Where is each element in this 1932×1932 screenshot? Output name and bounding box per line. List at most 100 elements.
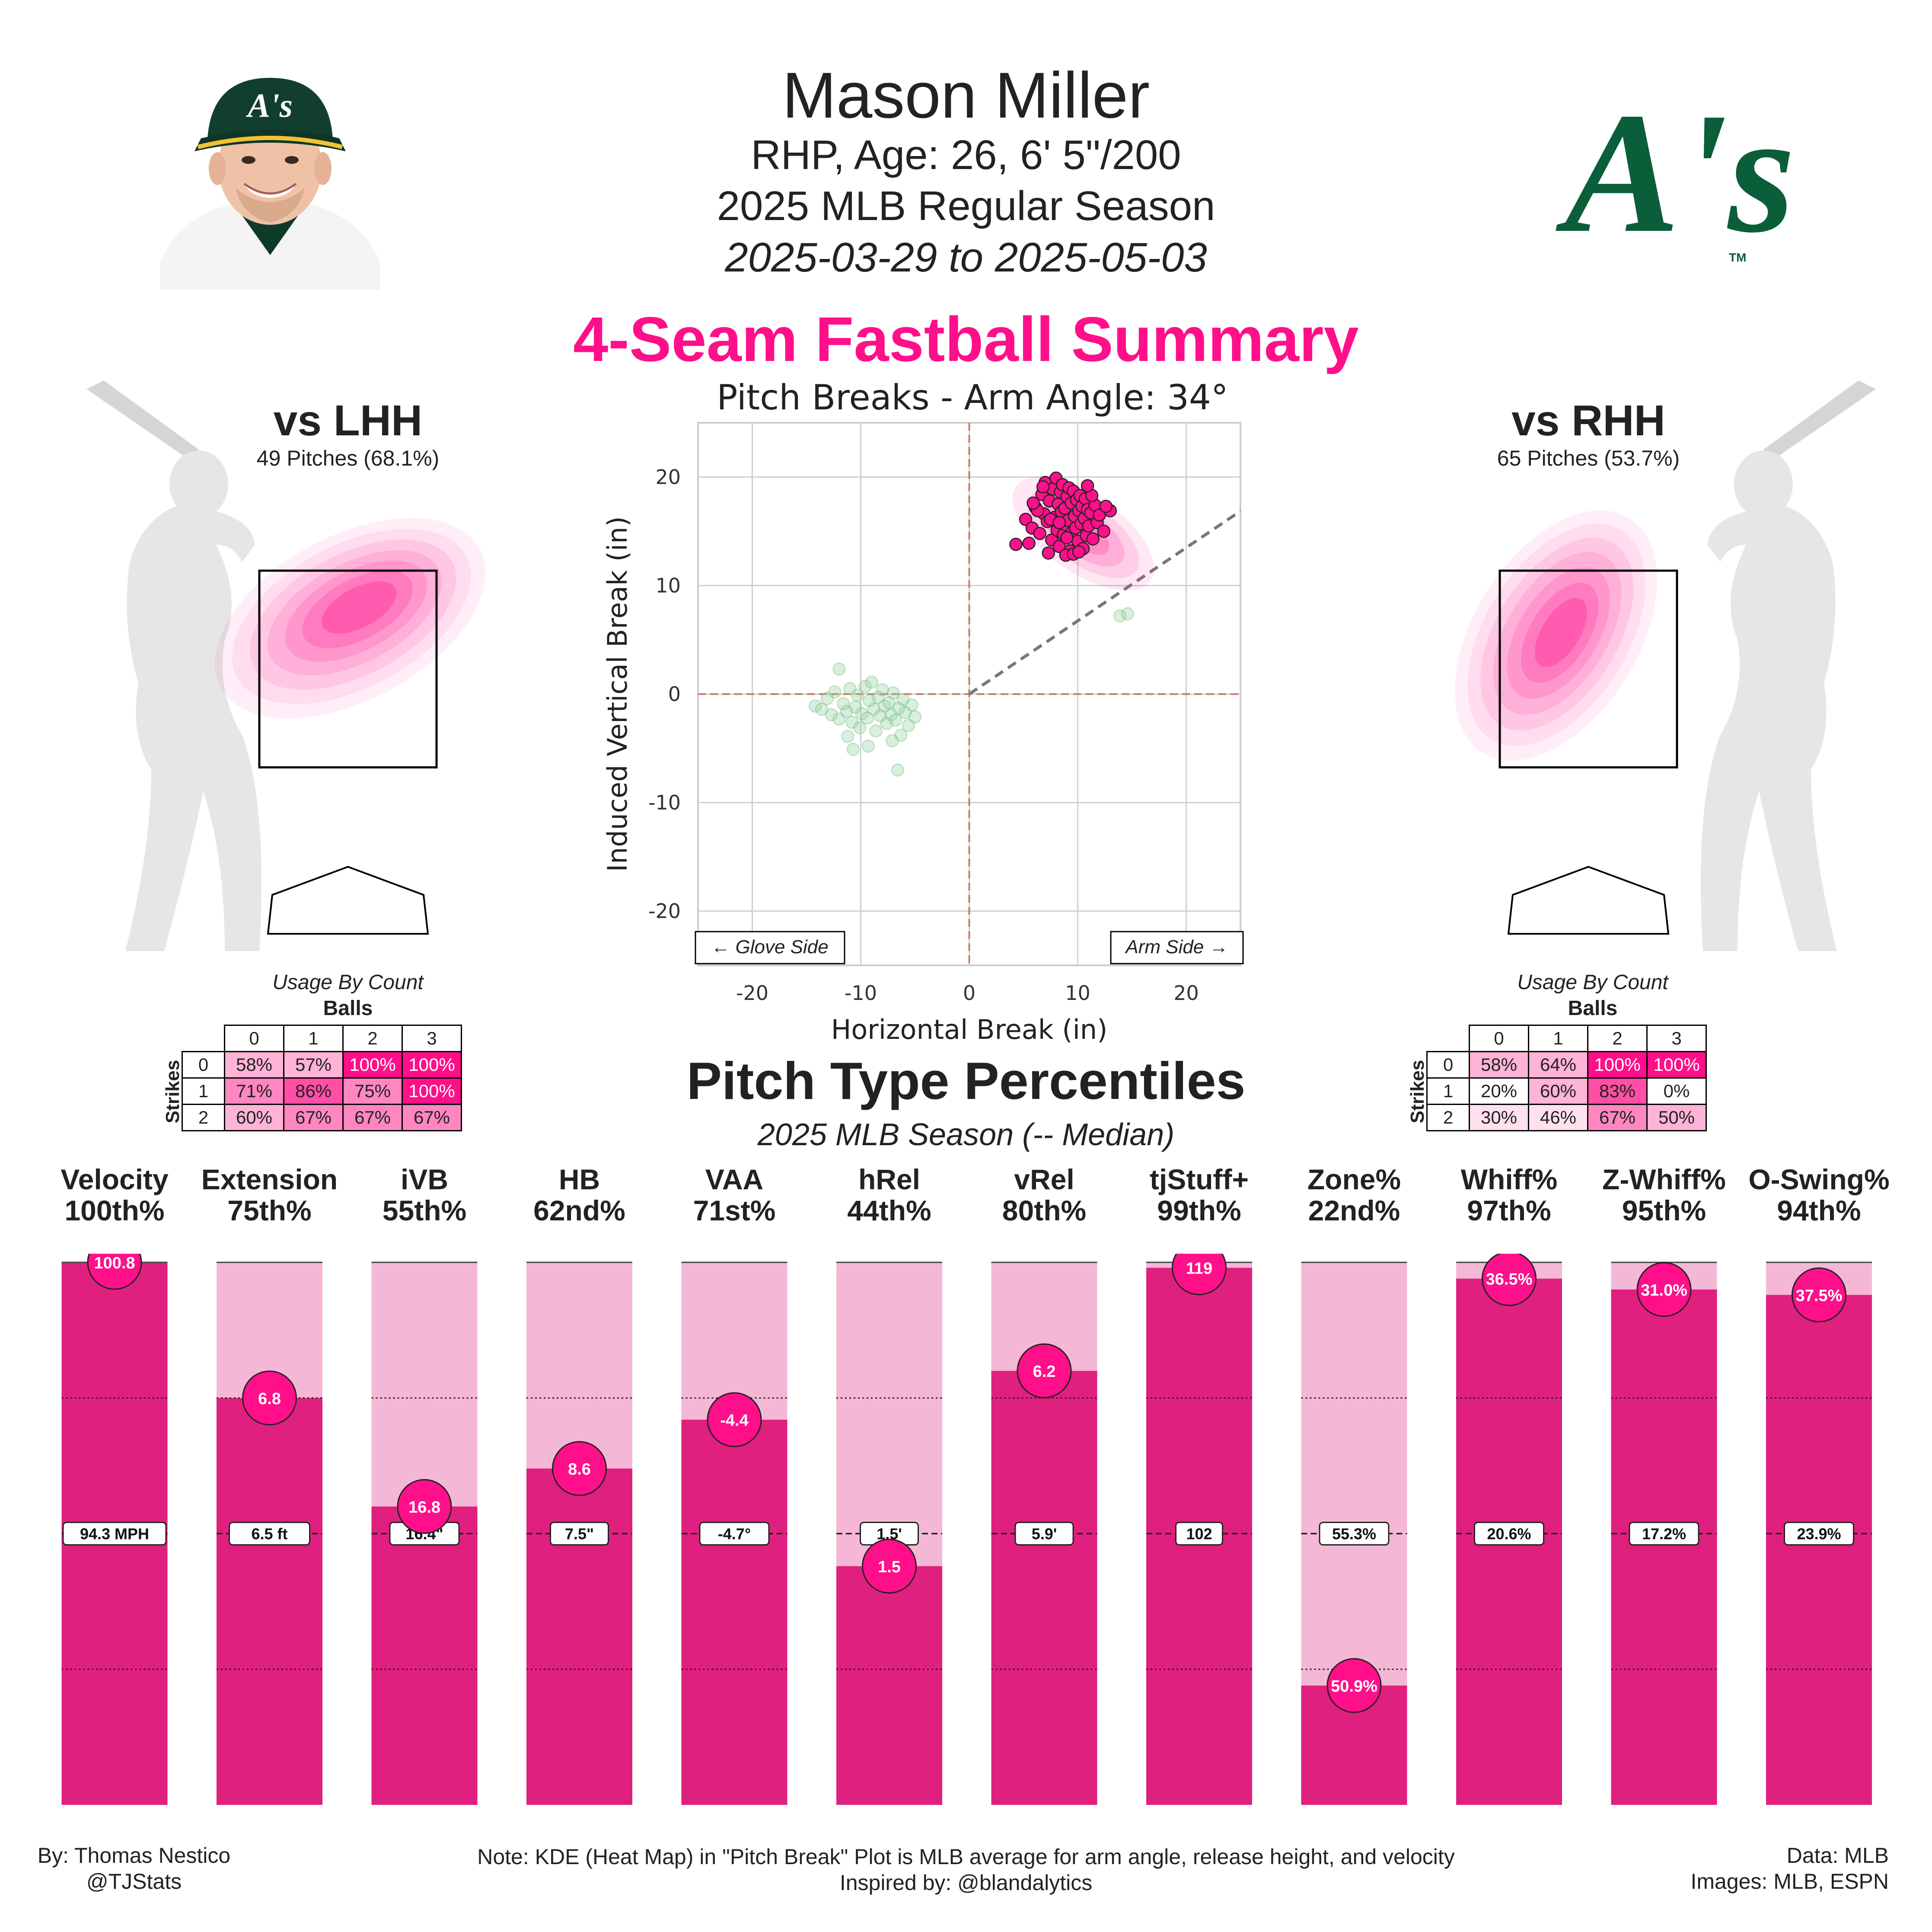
usage-cell: 100% (402, 1051, 462, 1079)
rhh-balls-label: Balls (1568, 997, 1618, 1020)
mlb-avg-point (861, 711, 874, 725)
rhh-pitch-count: 65 Pitches (53.7%) (1497, 446, 1680, 470)
y-tick-label: -10 (648, 791, 681, 814)
pitcher-value-marker: 31.0% (1636, 1262, 1692, 1317)
fastball-point (1052, 516, 1066, 530)
usage-cell: 67% (1587, 1104, 1648, 1131)
x-tick-label: -10 (845, 981, 877, 1005)
x-axis-label: Horizontal Break (in) (831, 1014, 1108, 1045)
arm-side-label: Arm Side → (1110, 931, 1244, 964)
rhh-usage-table: 0 1 2 3 0 58% 64% 100% 100% 1 20% 60% 83% 0% 2 30% 46% 67… (1426, 1025, 1707, 1131)
svg-text:7.5": 7.5" (565, 1525, 594, 1543)
rhh-home-plate (1507, 865, 1670, 935)
pitcher-value-marker: 50.9% (1326, 1658, 1382, 1713)
metric-percentile: 44th% (847, 1194, 931, 1226)
metric-name: iVB (400, 1163, 449, 1195)
pitcher-value-marker: 16.8 (397, 1479, 452, 1534)
mlb-avg-point (828, 685, 842, 699)
svg-text:-4.4: -4.4 (720, 1411, 748, 1430)
lhh-title: vs LHH (273, 396, 423, 445)
usage-cell: 100% (342, 1051, 403, 1079)
mlb-avg-point (886, 734, 899, 747)
mlb-avg-point (853, 721, 866, 734)
mlb-avg-point (1113, 609, 1127, 623)
svg-text:-4.7°: -4.7° (718, 1525, 751, 1543)
svg-text:1.5: 1.5 (878, 1558, 901, 1576)
mlb-avg-point (891, 763, 904, 777)
fastball-point (1022, 536, 1036, 550)
mlb-avg-point (825, 708, 838, 722)
lhh-batter-silhouette (86, 380, 261, 951)
mlb-avg-point (865, 675, 878, 689)
metric-name: Velocity (61, 1163, 169, 1195)
mlb-avg-point (886, 686, 900, 699)
usage-cell: 86% (283, 1077, 344, 1105)
rhh-batter-silhouette (1701, 380, 1876, 951)
svg-text:5.9': 5.9' (1032, 1525, 1057, 1543)
mlb-avg-point (846, 743, 860, 756)
usage-cell: 30% (1469, 1104, 1529, 1131)
metric-percentile: 100th% (64, 1194, 165, 1226)
mlb-avg-point (832, 712, 846, 726)
svg-text:20.6%: 20.6% (1487, 1525, 1531, 1543)
mlb-avg-point (845, 715, 859, 729)
mlb-avg-point (855, 707, 869, 720)
percentile-bar (371, 1506, 478, 1805)
pitcher-value-marker: 36.5% (1482, 1254, 1537, 1306)
usage-cell: 50% (1646, 1104, 1707, 1131)
rhh-strike-zone (1498, 569, 1678, 769)
mlb-avg-point (892, 702, 905, 715)
y-tick-label: 20 (655, 466, 681, 489)
ball-col-header: 2 (1587, 1025, 1648, 1052)
fastball-point (1072, 545, 1086, 559)
mlb-avg-point (848, 700, 862, 714)
usage-cell: 71% (224, 1077, 284, 1105)
pitcher-value-marker: 8.6 (552, 1441, 607, 1496)
median-value-label: 6.5 ft (229, 1522, 310, 1546)
metric-name: O-Swing% (1748, 1163, 1890, 1195)
mlb-avg-point (899, 706, 912, 719)
median-value-label: 5.9' (1014, 1522, 1074, 1546)
lhh-usage-table: 0 1 2 3 0 58% 57% 100% 100% 1 71% 86% 75% 100% 2 60% 67%… (182, 1025, 462, 1131)
percentile-bar (217, 1398, 322, 1805)
svg-text:55.3%: 55.3% (1332, 1525, 1376, 1543)
mlb-avg-point (869, 724, 883, 738)
metric-name: hRel (858, 1163, 921, 1195)
ball-col-header: 0 (1469, 1025, 1529, 1052)
mlb-avg-point (878, 699, 891, 713)
season-label: 2025 MLB Regular Season (717, 183, 1215, 229)
svg-text:← Glove Side: ← Glove Side (711, 936, 828, 958)
usage-cell: 60% (1528, 1077, 1588, 1105)
metric-name: Z-Whiff% (1602, 1163, 1726, 1195)
metric-name: Whiff% (1460, 1163, 1558, 1195)
metric-percentile: 97th% (1467, 1194, 1551, 1226)
y-axis-label: Induced Vertical Break (in) (602, 516, 633, 872)
percentile-bar (681, 1419, 787, 1805)
pitcher-value-marker: 6.2 (1017, 1343, 1072, 1399)
strike-row-header: 2 (1426, 1104, 1470, 1131)
mlb-avg-point (871, 691, 885, 704)
svg-text:Arm Side →: Arm Side → (1124, 936, 1228, 958)
footer-by: By: Thomas Nestico (37, 1843, 231, 1868)
footer-inspired: Inspired by: @blandalytics (839, 1871, 1093, 1895)
break-chart-title: Pitch Breaks - Arm Angle: 34° (717, 377, 1228, 418)
usage-cell: 100% (402, 1077, 462, 1105)
mlb-avg-point (862, 739, 875, 753)
fastball-point (1042, 546, 1055, 560)
mlb-avg-point (909, 710, 921, 724)
fastball-point (1036, 480, 1050, 494)
usage-cell: 46% (1528, 1104, 1588, 1131)
median-value-label: 17.2% (1629, 1522, 1699, 1546)
svg-text:6.5 ft: 6.5 ft (251, 1525, 287, 1543)
usage-cell: 83% (1587, 1077, 1648, 1105)
mlb-avg-point (880, 717, 893, 730)
mlb-avg-point (889, 713, 902, 727)
mlb-avg-point (874, 709, 887, 722)
percentiles-title: Pitch Type Percentiles (686, 1051, 1246, 1110)
mlb-avg-point (841, 730, 854, 743)
usage-cell: 60% (224, 1104, 284, 1131)
rhh-usage-caption: Usage By Count (1517, 971, 1668, 994)
mlb-avg-point (851, 689, 864, 702)
summary-title: 4-Seam Fastball Summary (573, 304, 1359, 374)
